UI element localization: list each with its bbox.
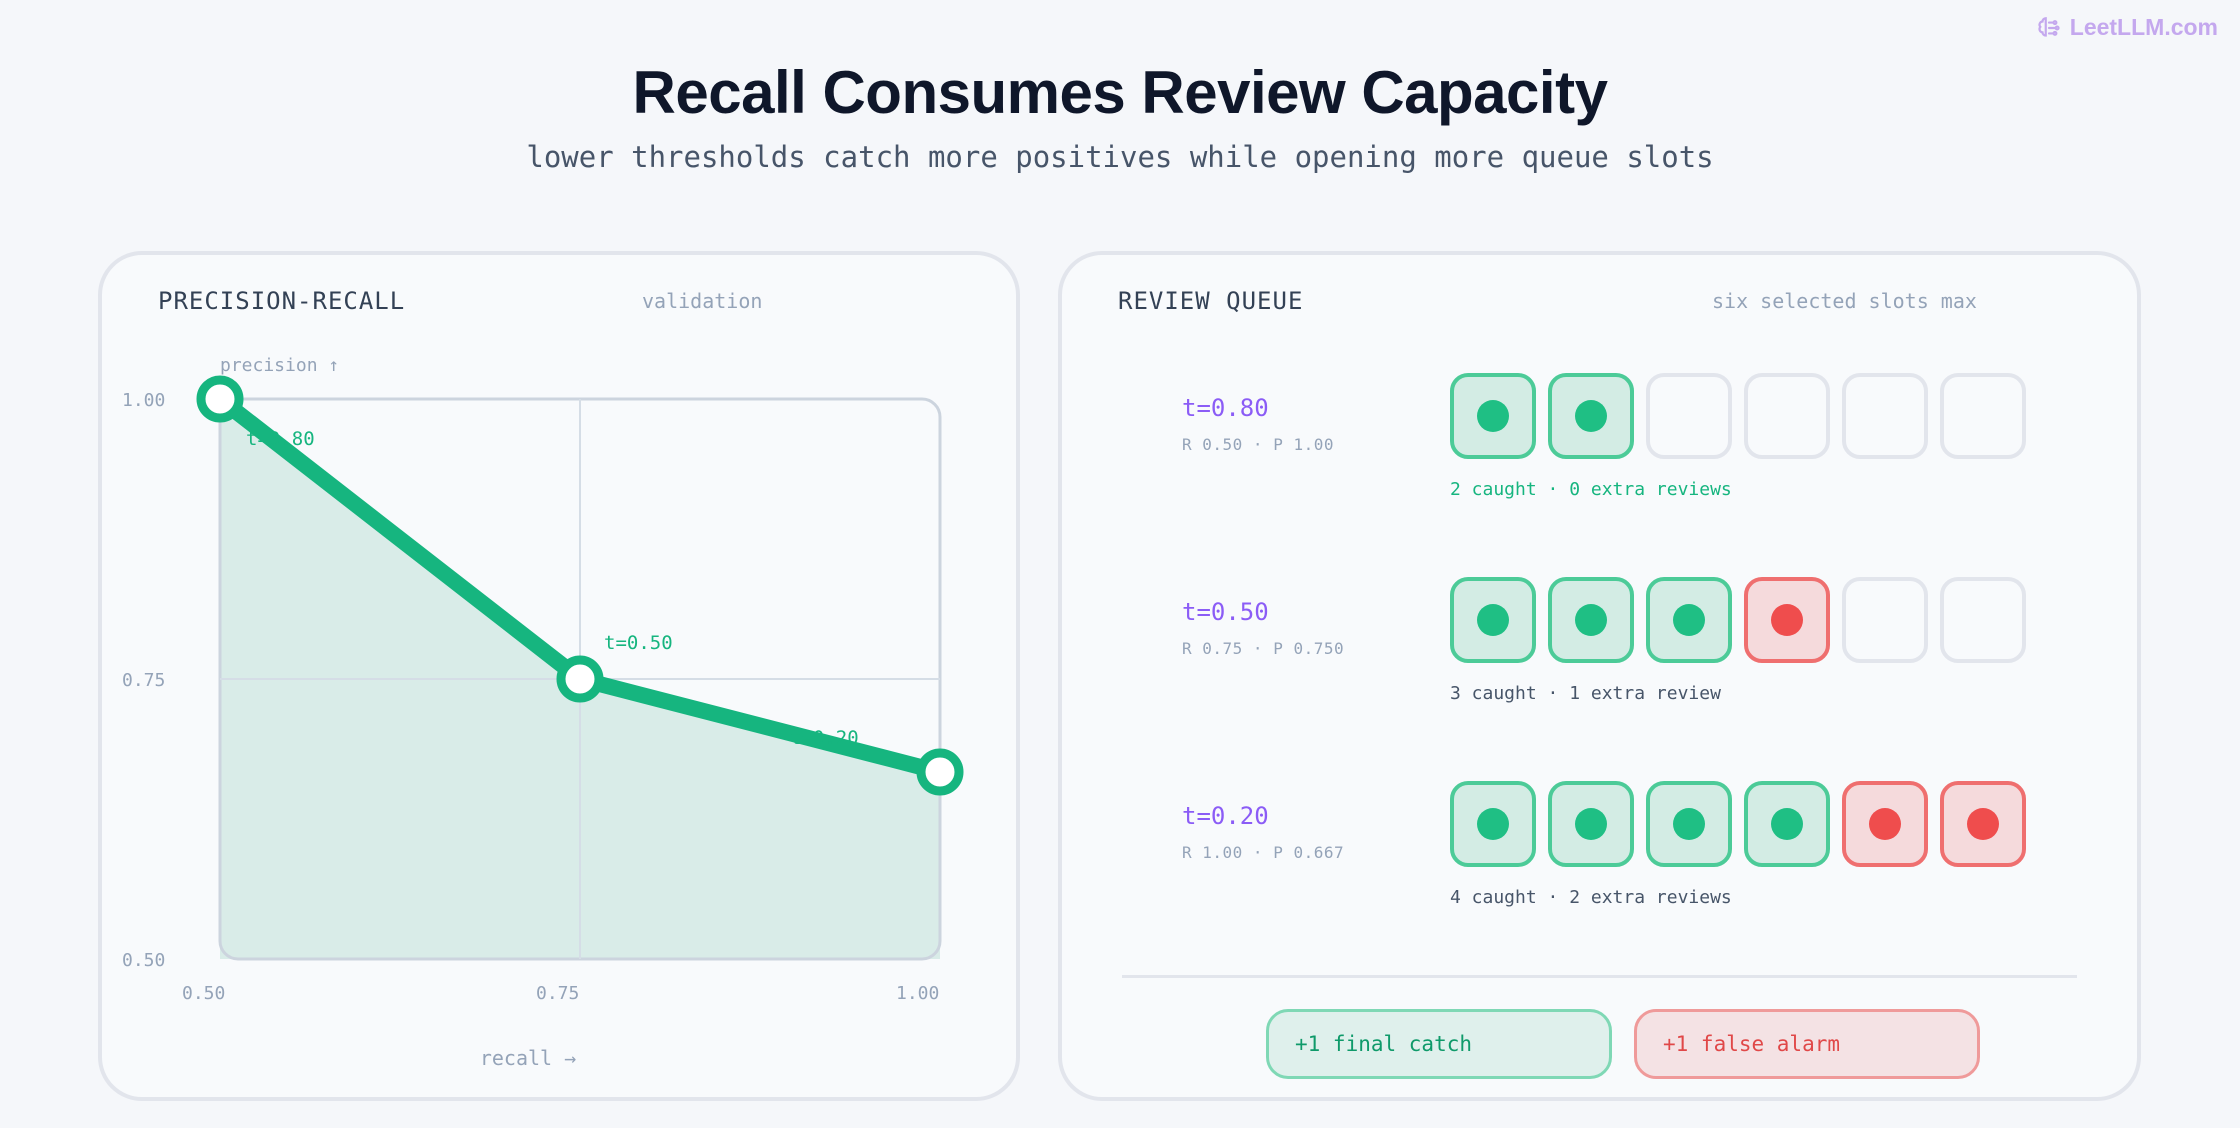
- row-threshold: t=0.50: [1182, 598, 1269, 626]
- precision-recall-panel: PRECISION-RECALL validation precision ↑ 1…: [98, 251, 1020, 1101]
- catch-dot: [1477, 400, 1509, 432]
- slot-false-alarm: [1744, 577, 1830, 663]
- x-tick-label: 1.00: [896, 983, 939, 1004]
- slot-caught: [1548, 373, 1634, 459]
- slot-empty: [1940, 373, 2026, 459]
- catch-dot: [1477, 808, 1509, 840]
- slot-caught: [1548, 577, 1634, 663]
- panel-title: PRECISION-RECALL: [158, 287, 406, 315]
- slot-caught: [1450, 781, 1536, 867]
- brain-icon: [2038, 16, 2060, 37]
- legend-false-alarm: +1 false alarm: [1634, 1009, 1980, 1079]
- slot-caught: [1548, 781, 1634, 867]
- row-metrics: R 0.75 · P 0.750: [1182, 639, 1345, 658]
- slot-caught: [1450, 373, 1536, 459]
- catch-dot: [1477, 604, 1509, 636]
- y-tick-label: 0.75: [122, 670, 165, 691]
- row-caption: 2 caught · 0 extra reviews: [1450, 479, 1732, 500]
- row-caption: 4 caught · 2 extra reviews: [1450, 887, 1732, 908]
- slot-empty: [1842, 577, 1928, 663]
- slot-caught: [1646, 577, 1732, 663]
- page-title: Recall Consumes Review Capacity: [632, 59, 1608, 126]
- point-label: t=0.20: [790, 727, 859, 749]
- data-point: [556, 655, 604, 703]
- y-tick-label: 1.00: [122, 390, 165, 411]
- catch-dot: [1771, 808, 1803, 840]
- slot-caught: [1450, 577, 1536, 663]
- slot-caught: [1646, 781, 1732, 867]
- slot-caught: [1744, 781, 1830, 867]
- slot-empty: [1744, 373, 1830, 459]
- queue-slots: [1450, 781, 2026, 867]
- legend-final-catch: +1 final catch: [1266, 1009, 1612, 1079]
- alarm-dot: [1771, 604, 1803, 636]
- x-axis-label: recall →: [480, 1046, 576, 1070]
- catch-dot: [1575, 400, 1607, 432]
- panel-note: validation: [642, 289, 763, 313]
- catch-dot: [1575, 808, 1607, 840]
- slot-empty: [1940, 577, 2026, 663]
- row-caption: 3 caught · 1 extra review: [1450, 683, 1721, 704]
- slot-false-alarm: [1940, 781, 2026, 867]
- slot-empty: [1842, 373, 1928, 459]
- data-point: [196, 375, 244, 423]
- point-label: t=0.80: [246, 428, 315, 450]
- divider: [1122, 975, 2077, 978]
- panel-note: six selected slots max: [1712, 289, 1977, 313]
- data-point: [916, 748, 964, 796]
- y-axis-label: precision ↑: [220, 355, 339, 376]
- row-metrics: R 0.50 · P 1.00: [1182, 435, 1334, 454]
- panel-title: REVIEW QUEUE: [1118, 287, 1304, 315]
- row-metrics: R 1.00 · P 0.667: [1182, 843, 1345, 862]
- row-threshold: t=0.20: [1182, 802, 1269, 830]
- catch-dot: [1575, 604, 1607, 636]
- x-tick-label: 0.50: [182, 983, 225, 1004]
- queue-slots: [1450, 577, 2026, 663]
- slot-empty: [1646, 373, 1732, 459]
- page-subtitle: lower thresholds catch more positives wh…: [526, 140, 1714, 174]
- catch-dot: [1673, 808, 1705, 840]
- row-threshold: t=0.80: [1182, 394, 1269, 422]
- alarm-dot: [1869, 808, 1901, 840]
- y-tick-label: 0.50: [122, 950, 165, 971]
- slot-false-alarm: [1842, 781, 1928, 867]
- precision-recall-chart: precision ↑ 1.00 0.75 0.50 0.50 0.75 1.00 recal…: [122, 355, 964, 1070]
- queue-slots: [1450, 373, 2026, 459]
- x-tick-label: 0.75: [536, 983, 579, 1004]
- point-label: t=0.50: [604, 632, 673, 654]
- alarm-dot: [1967, 808, 1999, 840]
- review-queue-panel: REVIEW QUEUE six selected slots max t=0.…: [1058, 251, 2141, 1101]
- brand-logo: LeetLLM.com: [2036, 14, 2218, 41]
- catch-dot: [1673, 604, 1705, 636]
- brand-name: LeetLLM.com: [2069, 14, 2218, 40]
